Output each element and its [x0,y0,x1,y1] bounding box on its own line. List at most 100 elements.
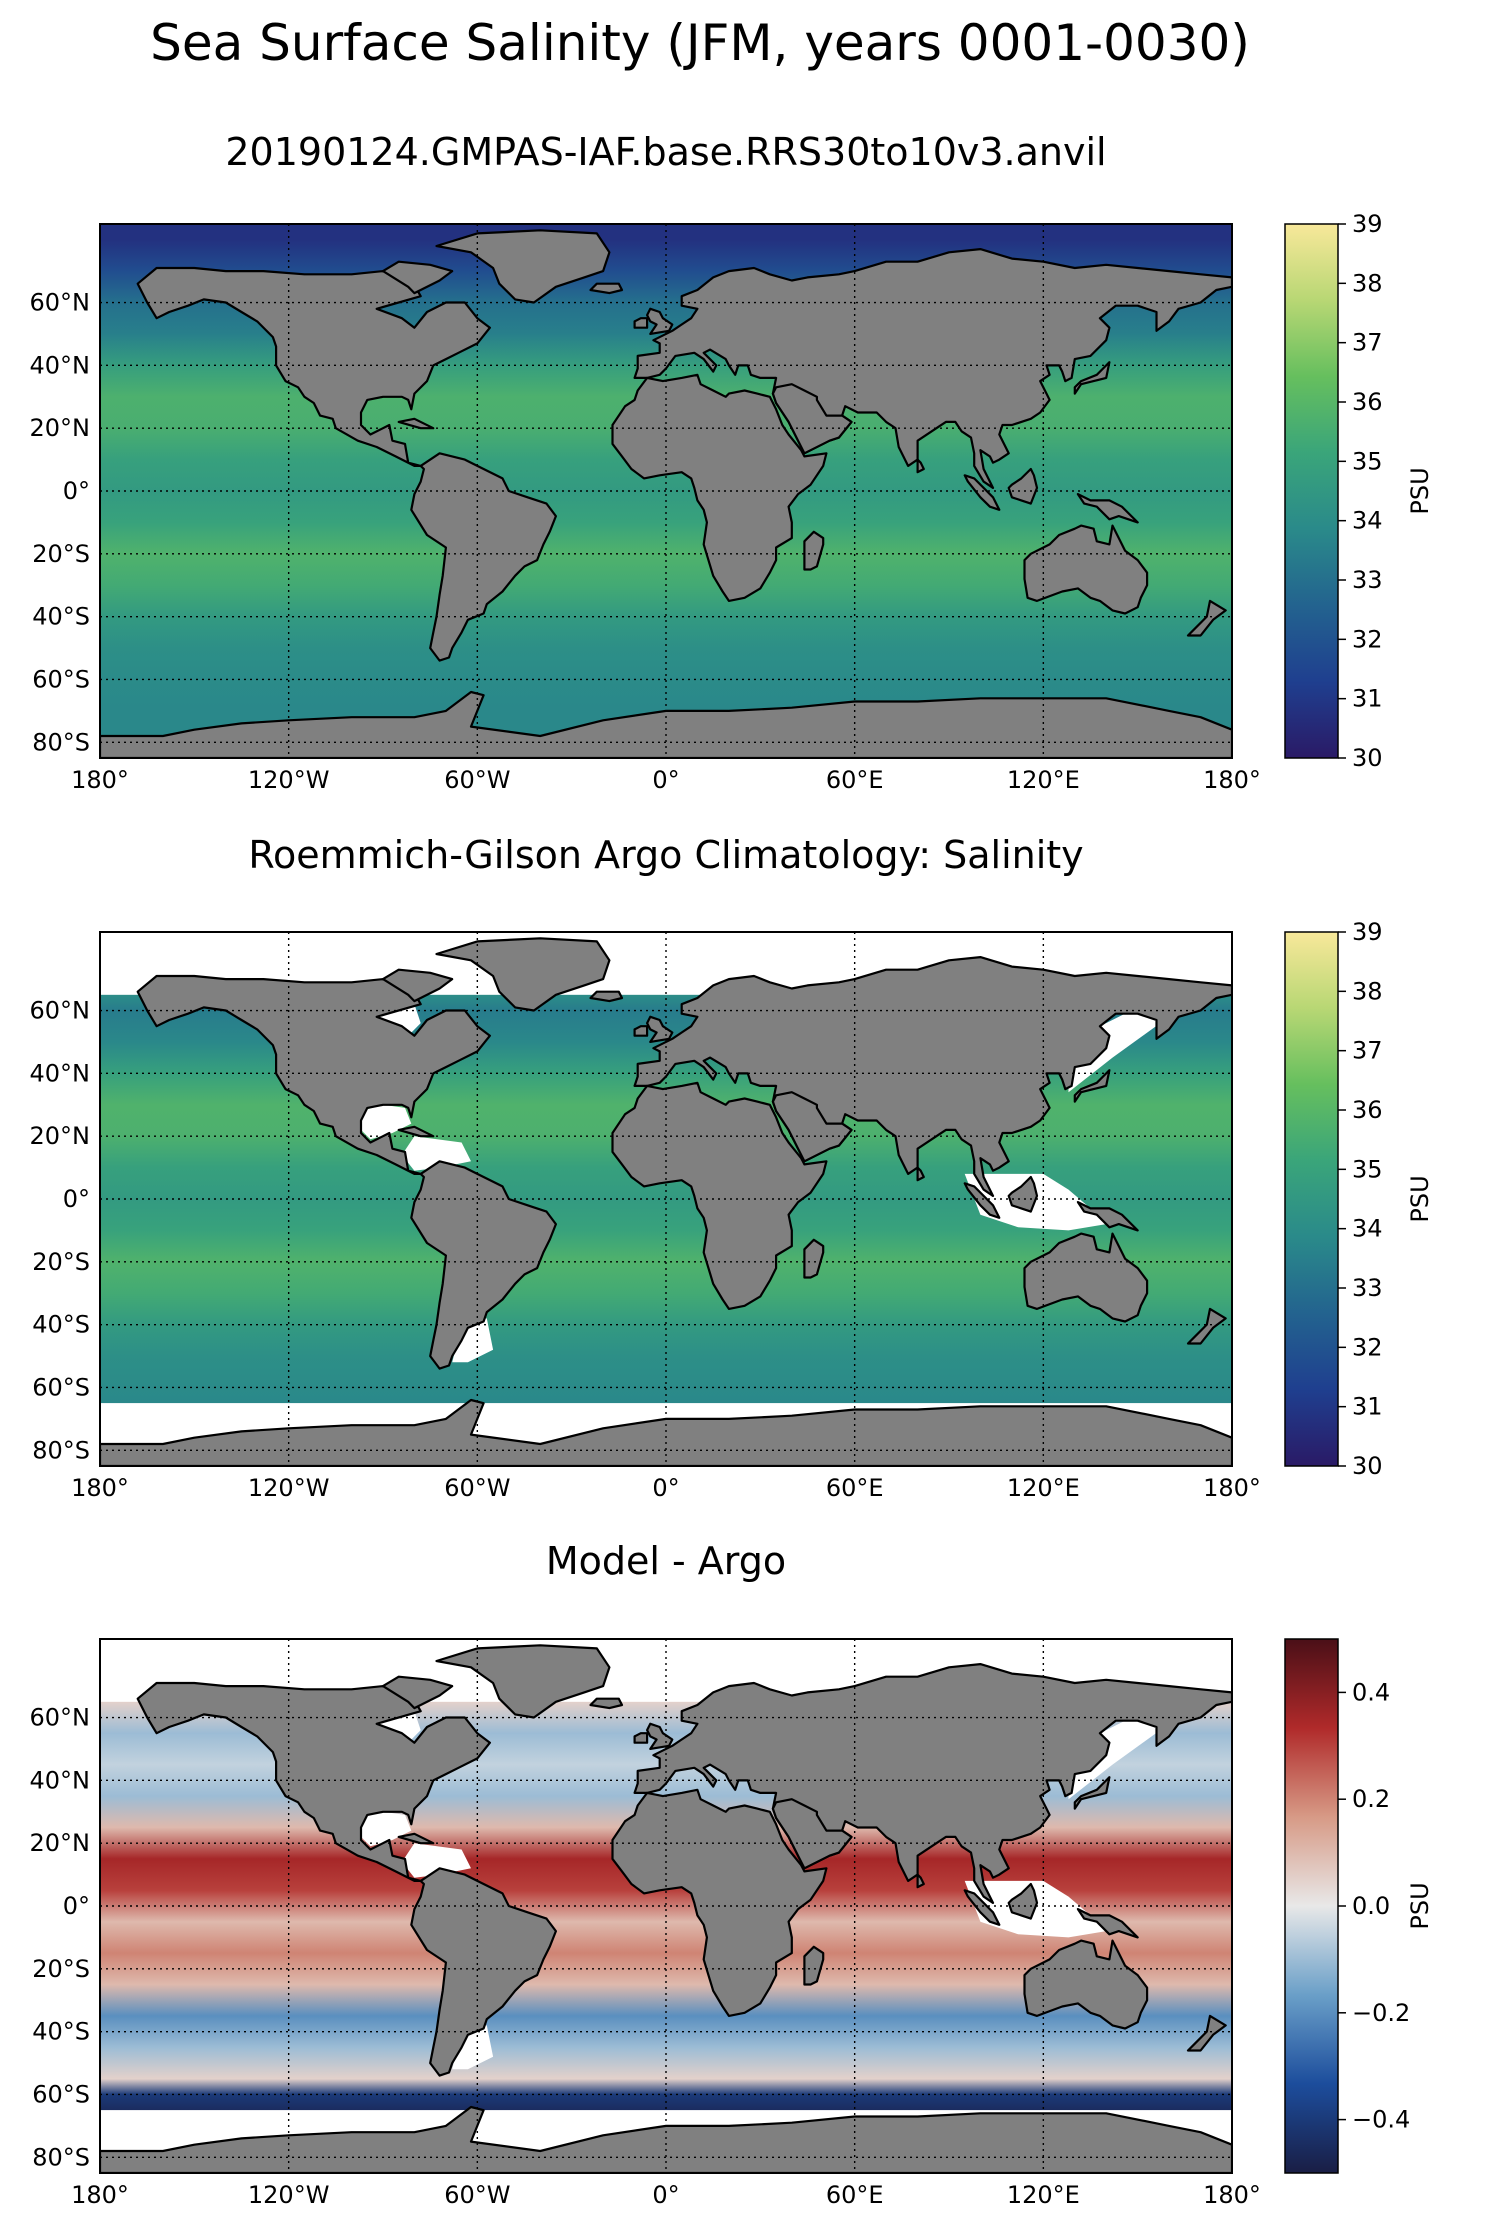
land-madagascar [803,530,825,571]
land-ireland [633,1025,649,1037]
land-greenland [435,229,611,304]
land-borneo [1007,467,1039,505]
colorbar-tick-label: 31 [1352,1393,1383,1421]
x-tick-label: 120°W [248,766,330,794]
colorbar-tick-label: 37 [1352,329,1383,357]
map-frame [99,931,1233,1467]
x-tick-label: 180° [71,2181,129,2209]
land-madagascar [803,1238,825,1279]
x-tick-label: 60°E [826,766,884,794]
y-tick-label: 40°S [32,603,90,631]
y-tick-label: 40°S [32,1311,90,1339]
land-sumatra [963,474,1001,511]
panel-title: 20190124.GMPAS-IAF.base.RRS30to10v3.anvi… [225,130,1106,174]
colorbar-tick-label: 34 [1352,507,1383,535]
x-tick-label: 0° [652,2181,679,2209]
colorbar-label: PSU [1406,1175,1434,1222]
y-tick-label: 60°N [30,1704,91,1732]
land-sri-lanka [916,1166,925,1182]
map-area [100,1639,1232,2173]
land-new-zealand [1186,1307,1227,1345]
missing-gulf-of-mexico [361,1811,412,1847]
colorbar [1284,931,1339,1467]
colorbar-tick-label: 39 [1352,918,1383,946]
y-tick-label: 40°N [30,1059,91,1087]
land-baffin-island [381,260,454,295]
colorbar-tick-label: 34 [1352,1215,1383,1243]
land-iceland [589,990,624,1003]
colorbar-tick-label: 38 [1352,269,1383,297]
colorbar-label: PSU [1406,467,1434,514]
y-tick-label: 20°N [30,1122,91,1150]
colorbar-tick-label: 33 [1352,1274,1383,1302]
y-tick-label: 60°S [32,1373,90,1401]
colorbar-tick-label: 32 [1352,625,1383,653]
land-sumatra [963,1889,1001,1926]
missing-caribbean-pacific-coast [401,1843,471,1878]
land-japan [1073,1776,1111,1810]
x-tick-label: 0° [652,1474,679,1502]
x-tick-label: 60°W [444,1474,510,1502]
land-africa [611,1788,828,2017]
land-north-america [136,974,491,1175]
x-tick-label: 60°E [826,1474,884,1502]
y-tick-label: 80°S [32,2143,90,2171]
missing-sea-of-japan-okhotsk [1068,1004,1170,1093]
colorbar-tick-label: 31 [1352,685,1383,713]
colorbar-tick-label: 38 [1352,977,1383,1005]
colorbar-tick-label: 39 [1352,210,1383,238]
missing-gulf-of-mexico [361,1104,412,1140]
land-japan [1073,1069,1111,1103]
land-north-america [136,266,491,467]
y-tick-label: 20°N [30,1829,91,1857]
land-japan [1073,361,1111,395]
land-new-guinea [1076,493,1139,524]
colorbar-tick-label: 35 [1352,447,1383,475]
land-new-zealand [1186,599,1227,637]
map-area [100,224,1232,758]
land-cuba [397,417,435,430]
map-panel-3: Model - Argo 180° 120°W 60°W 0° 60°E 120°E 180°… [30,1539,1435,2209]
land-africa [611,1081,828,1310]
colorbar-tick-label: 30 [1352,744,1383,772]
figure-title: Sea Surface Salinity (JFM, years 0001-00… [150,14,1250,72]
map-panel-2: Roemmich-Gilson Argo Climatology: Salini… [30,833,1435,1502]
land-borneo [1007,1175,1039,1213]
land-greenland [435,937,611,1012]
land-cuba [397,1125,435,1138]
x-tick-label: 0° [652,766,679,794]
land-borneo [1007,1882,1039,1920]
x-tick-label: 120°E [1007,766,1080,794]
x-tick-label: 60°W [444,766,510,794]
y-tick-label: 0° [63,477,90,505]
land-cuba [397,1832,435,1845]
panel-title: Model - Argo [546,1539,786,1583]
map-area [100,932,1232,1466]
land-africa [611,373,828,602]
land-new-guinea [1076,1201,1139,1232]
land-north-america [136,1681,491,1882]
missing-sea-of-japan-okhotsk [1068,1711,1170,1800]
y-tick-label: 40°S [32,2018,90,2046]
y-tick-label: 60°N [30,289,91,317]
map-frame [99,223,1233,759]
land-sri-lanka [916,458,925,474]
y-tick-label: 20°S [32,540,90,568]
colorbar [1284,223,1339,759]
y-tick-label: 80°S [32,728,90,756]
x-tick-label: 180° [1203,766,1261,794]
x-tick-label: 60°W [444,2181,510,2209]
colorbar-tick-label: 35 [1352,1155,1383,1183]
land-south-america [410,452,557,662]
x-tick-label: 60°E [826,2181,884,2209]
y-tick-label: 20°S [32,1248,90,1276]
y-tick-label: 60°S [32,665,90,693]
x-tick-label: 120°E [1007,1474,1080,1502]
land-new-zealand [1186,2014,1227,2052]
colorbar-tick-label: 37 [1352,1037,1383,1065]
y-tick-label: 40°N [30,351,91,379]
land-australia [1023,1939,1149,2030]
land-antarctica [100,1398,1232,1466]
land-antarctica [100,2105,1232,2173]
